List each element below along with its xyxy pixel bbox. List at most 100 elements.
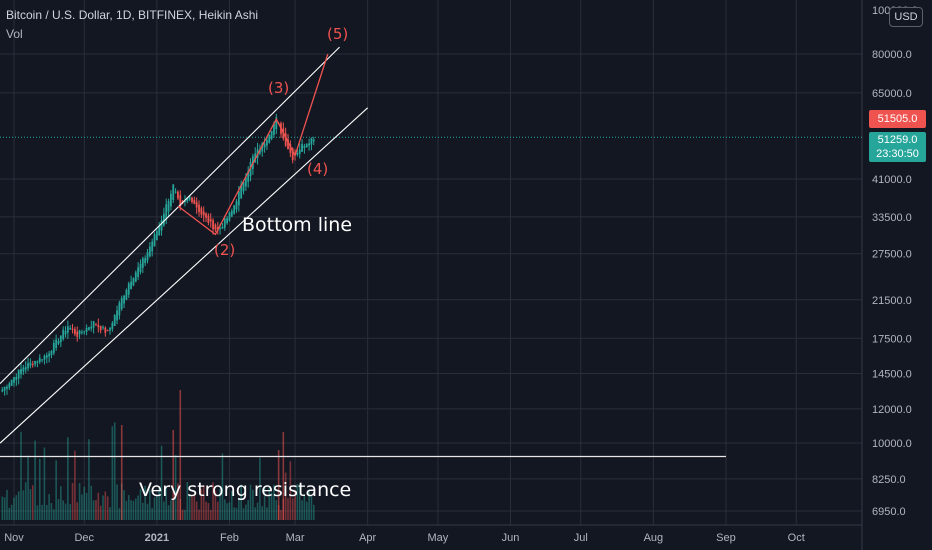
volume-bar [202, 484, 205, 520]
volume-bar [226, 503, 228, 520]
volume-bar [249, 484, 252, 520]
candle-body [205, 213, 207, 218]
candle-body [59, 335, 62, 343]
volume-bar [139, 489, 142, 520]
volume-bar [137, 495, 139, 520]
candle-body [242, 181, 245, 192]
candle-body [88, 327, 90, 330]
candle-body [146, 252, 149, 261]
candle-body [237, 191, 240, 206]
candle-body [148, 246, 151, 257]
candle-body [296, 153, 299, 155]
volume-bar [254, 507, 257, 520]
candle-body [66, 326, 69, 333]
candle-body [43, 355, 46, 360]
candle-body [305, 144, 308, 147]
volume-bar [160, 445, 163, 520]
candle-body [71, 328, 74, 330]
candle-body [263, 143, 266, 148]
volume-bar [158, 487, 161, 520]
volume-bar [99, 505, 102, 520]
volume-bar [20, 431, 22, 520]
volume-bar [245, 504, 247, 520]
candle-body [223, 218, 226, 228]
y-tick-label-8: 12000.0 [872, 404, 912, 416]
volume-bar [151, 508, 153, 520]
candle-body [130, 281, 132, 289]
x-tick-label-9: Aug [644, 532, 664, 544]
volume-bar [273, 484, 275, 520]
candle-body [172, 184, 175, 201]
candle-body [228, 212, 231, 221]
x-tick-label-10: Sep [716, 532, 736, 544]
candle-body [34, 361, 36, 365]
candle-body [230, 210, 233, 217]
volume-bar [102, 495, 104, 520]
candle-body [15, 376, 18, 380]
volume-bar [303, 494, 306, 520]
volume-bar [207, 503, 210, 520]
candle-body [3, 386, 6, 391]
candle-body [109, 327, 111, 331]
candle-body [134, 272, 137, 282]
candle-body [29, 362, 32, 366]
volume-bar [174, 454, 177, 520]
volume-bar [142, 502, 144, 520]
volume-bar [242, 508, 245, 520]
candle-body [41, 359, 44, 361]
candle-body [132, 278, 135, 286]
candle-body [1, 389, 4, 392]
volume-bar [221, 453, 224, 520]
candle-body [160, 220, 163, 231]
volume-spike-0 [179, 390, 182, 520]
x-tick-label-0: Nov [4, 532, 24, 544]
x-tick-label-6: May [428, 532, 449, 544]
wave-5-label: (5) [327, 25, 349, 43]
candle-body [104, 327, 107, 333]
candle-body [209, 219, 212, 222]
channel-lower-line [0, 107, 369, 444]
candle-body [27, 363, 29, 369]
candle-body [48, 353, 51, 357]
candle-body [303, 146, 306, 148]
volume-bar [43, 447, 46, 520]
volume-bar [153, 497, 156, 520]
volume-bar [252, 489, 254, 520]
y-tick-label-3: 33500.0 [872, 212, 912, 224]
candle-body [22, 367, 25, 372]
candle-body [268, 135, 271, 143]
volume-bar [90, 485, 93, 520]
candle-body [113, 315, 116, 326]
candle-body [167, 201, 170, 212]
volume-bar [212, 482, 214, 520]
candle-body [155, 230, 158, 241]
volume-bar [106, 496, 109, 520]
candle-body [85, 327, 88, 332]
volume-bar [238, 498, 240, 520]
candle-body [99, 326, 102, 331]
currency-button[interactable]: USD [889, 7, 923, 27]
volume-bar [177, 483, 179, 520]
volume-bar [10, 504, 13, 520]
volume-bar [8, 507, 11, 520]
candle-body [301, 144, 303, 152]
volume-bar [71, 482, 74, 520]
candle-body [62, 329, 65, 340]
volume-bar [22, 490, 25, 520]
volume-bar [266, 507, 268, 520]
volume-bar [60, 486, 62, 520]
volume-bar [294, 490, 296, 520]
volume-bar [261, 506, 264, 520]
bottom-line-label: Bottom line [242, 214, 353, 236]
candle-body [137, 267, 140, 278]
volume-bar [191, 496, 193, 520]
volume-spike-4 [277, 450, 280, 520]
candle-body [186, 198, 189, 202]
candle-body [289, 144, 292, 153]
candle-body [127, 283, 130, 295]
volume-bar [55, 460, 57, 520]
volume-bar [167, 505, 170, 520]
candle-body [52, 342, 55, 354]
volume-bar [144, 485, 146, 520]
